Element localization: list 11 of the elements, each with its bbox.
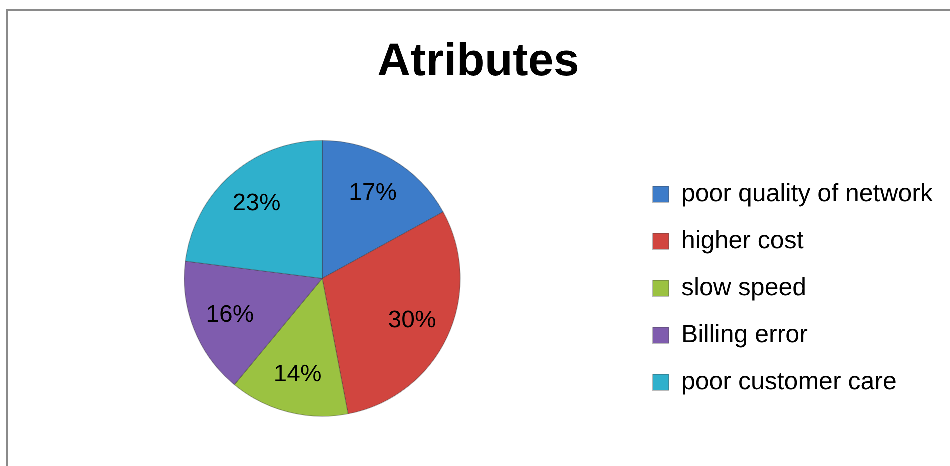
legend-label: poor customer care bbox=[681, 367, 897, 396]
data-label: 16% bbox=[206, 300, 254, 328]
chart-title: Atributes bbox=[378, 33, 580, 86]
legend-label: higher cost bbox=[681, 226, 804, 254]
legend-label: slow speed bbox=[681, 273, 807, 302]
data-label: 30% bbox=[388, 306, 436, 334]
data-label: 14% bbox=[274, 360, 322, 388]
data-label: 23% bbox=[232, 190, 281, 217]
data-label: 17% bbox=[349, 178, 398, 206]
legend-label: poor quality of network bbox=[681, 179, 934, 208]
legend-label: Billing error bbox=[681, 320, 808, 348]
